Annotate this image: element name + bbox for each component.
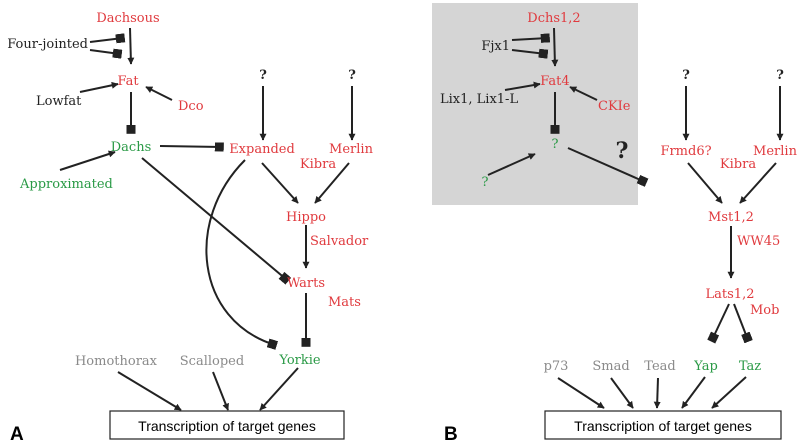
edge-fourjointed-dachsous-2 — [89, 48, 123, 59]
node-kibra-b: Kibra — [720, 157, 756, 172]
edge-merlin-mst — [739, 162, 777, 204]
panel-b-letter: B — [444, 424, 458, 445]
node-mob: Mob — [750, 303, 779, 318]
edge-homothorax-box — [117, 371, 182, 411]
node-ww45: WW45 — [737, 234, 780, 249]
edge-approximated-dachs — [59, 150, 116, 171]
node-yorkie: Yorkie — [278, 353, 321, 368]
unknown-upstream-merlin-b: ? — [776, 68, 784, 83]
edge-dachsous-fat — [127, 27, 135, 65]
edge-unknown-left-unknown — [487, 153, 536, 176]
edge-frmd6-mst — [687, 162, 723, 204]
node-dachsous: Dachsous — [96, 11, 159, 26]
node-p73: p73 — [544, 359, 569, 374]
node-salvador: Salvador — [310, 234, 369, 249]
unknown-upstream-merlin: ? — [348, 68, 356, 83]
panel-b-target-box-label: Transcription of target genes — [574, 418, 752, 434]
node-mst: Mst1,2 — [708, 210, 754, 225]
edge-lats-yap — [707, 303, 730, 344]
edge-lowfat-fat — [79, 81, 119, 93]
node-lats: Lats1,2 — [706, 287, 755, 302]
node-dchs: Dchs1,2 — [527, 11, 580, 26]
edge-fjx1-dchs-1 — [511, 33, 551, 43]
node-scalloped: Scalloped — [180, 354, 244, 369]
node-lix: Lix1, Lix1-L — [440, 92, 518, 107]
edge-tead-box — [653, 377, 661, 409]
node-warts: Warts — [287, 276, 325, 291]
edge-fourjointed-dachsous-1 — [89, 33, 126, 44]
node-merlin-b: Merlin — [753, 144, 798, 159]
edge-scalloped-box — [212, 371, 229, 411]
edge-smad-box — [610, 377, 634, 409]
edge-fjx1-dchs-2 — [511, 48, 549, 59]
panel-a: Dachsous Four-jointed Fat Lowfat Dco Dac… — [7, 11, 373, 445]
panel-a-target-box-label: Transcription of target genes — [138, 418, 316, 434]
panel-b: Dchs1,2 Fjx1 Fat4 Lix1, Lix1-L CKIe ? ? … — [432, 3, 798, 445]
node-yap: Yap — [693, 359, 718, 374]
unknown-upstream-frmd6: ? — [682, 68, 690, 83]
node-fat4: Fat4 — [540, 74, 569, 89]
edge-taz-box — [711, 376, 747, 409]
unknown-upstream-expanded: ? — [259, 68, 267, 83]
edge-p73-box — [557, 377, 605, 409]
node-mats: Mats — [328, 295, 361, 310]
node-homothorax: Homothorax — [75, 354, 158, 369]
edge-unknown-to-right — [567, 147, 649, 187]
node-hippo: Hippo — [286, 210, 326, 225]
unknown-effector: ? — [616, 138, 629, 164]
node-taz: Taz — [739, 359, 761, 374]
node-approximated: Approximated — [19, 177, 113, 192]
node-fjx1: Fjx1 — [481, 39, 510, 54]
panel-a-target-box — [109, 410, 345, 440]
edge-expanded-yorkie — [205, 159, 279, 350]
edge-yap-box — [681, 376, 706, 409]
node-ckie: CKIe — [598, 99, 631, 114]
edge-dachs-warts — [141, 157, 292, 285]
edge-ckie-fat4 — [569, 86, 598, 101]
node-kibra: Kibra — [300, 157, 336, 172]
node-merlin: Merlin — [329, 142, 374, 157]
edge-dco-fat — [145, 86, 173, 101]
edge-lats-taz — [733, 303, 753, 344]
edge-dchs-fat4 — [551, 27, 559, 67]
panel-b-edges — [487, 27, 784, 409]
panel-a-edges — [59, 27, 356, 411]
node-expanded: Expanded — [229, 142, 295, 157]
node-fat: Fat — [117, 74, 139, 89]
edge-merlin-hippo — [314, 162, 350, 204]
node-four-jointed: Four-jointed — [7, 37, 88, 52]
unknown-under-fat4: ? — [552, 137, 559, 152]
unknown-left-input: ? — [482, 175, 489, 190]
node-dachs: Dachs — [111, 140, 152, 155]
panel-a-letter: A — [10, 424, 24, 445]
edge-yorkie-box — [259, 367, 299, 411]
edge-dachs-expanded — [159, 142, 224, 152]
node-dco: Dco — [178, 99, 204, 114]
node-lowfat: Lowfat — [36, 94, 82, 109]
node-frmd6: Frmd6? — [660, 144, 711, 159]
edge-lix-fat4 — [504, 81, 541, 91]
edge-expanded-hippo — [261, 162, 299, 204]
panel-b-target-box — [544, 410, 782, 440]
node-smad: Smad — [592, 359, 629, 374]
panel-b-shaded-region — [432, 3, 638, 205]
node-tead: Tead — [644, 359, 675, 374]
